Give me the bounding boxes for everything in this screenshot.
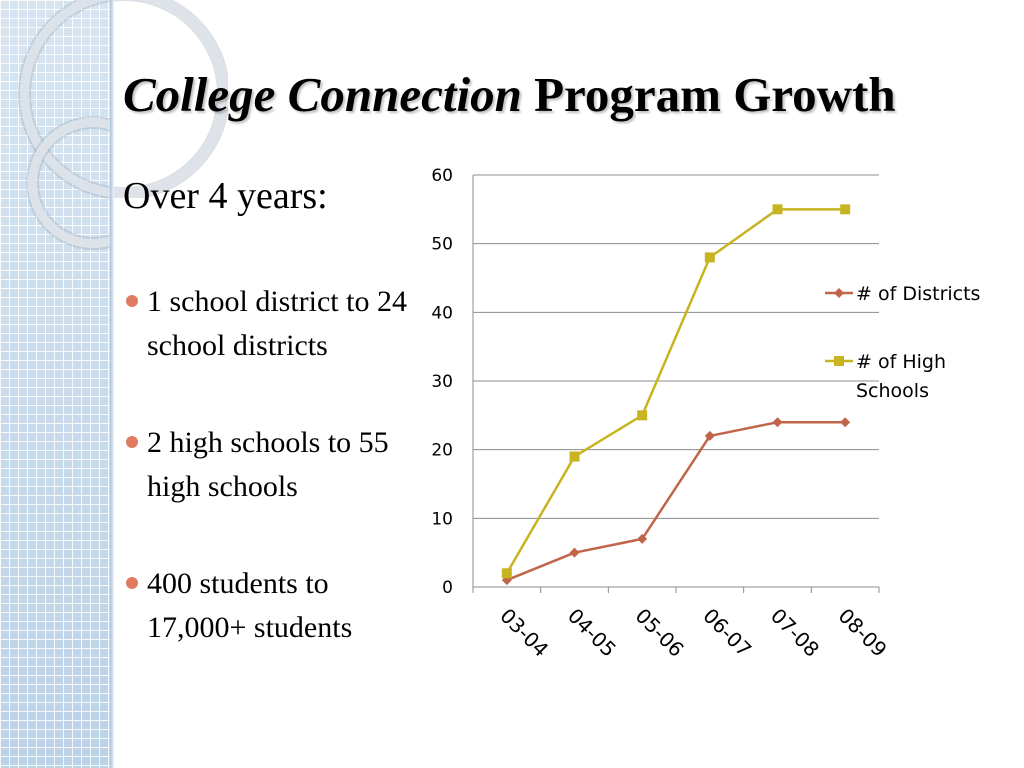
legend-label: # of Districts (856, 283, 980, 305)
bullet-text: 1 school district to 24 school districts (147, 285, 407, 362)
data-point-diamond (840, 417, 851, 428)
bullet-dot-icon (126, 577, 138, 589)
x-tick-label: 07-08 (766, 604, 824, 662)
series-line-0 (506, 420, 846, 582)
y-tick-label: 50 (431, 235, 453, 255)
legend-marker-square (834, 356, 844, 366)
x-tick-label: 03-04 (495, 604, 553, 662)
x-tick-label: 04-05 (563, 604, 621, 662)
decorative-side-panel (0, 0, 114, 768)
series-line-1 (505, 208, 846, 574)
data-point-square (637, 410, 648, 421)
x-tick-label: 05-06 (631, 604, 689, 662)
y-tick-label: 20 (431, 441, 453, 461)
bullet-text: 400 students to 17,000+ students (147, 567, 353, 644)
data-point-square (772, 204, 783, 215)
data-point-diamond (704, 430, 715, 441)
x-tick-label: 08-09 (834, 604, 892, 662)
y-tick-label: 0 (442, 578, 453, 598)
data-point-square (704, 252, 715, 263)
legend-marker-diamond (834, 288, 844, 298)
title-rest-part: Program Growth (521, 67, 896, 122)
data-point-square (840, 204, 851, 215)
y-tick-label: 30 (431, 372, 453, 392)
data-point-diamond (772, 417, 783, 428)
data-point-square (569, 451, 580, 462)
bullet-item-districts: 1 school district to 24 school districts (123, 280, 423, 368)
bullet-text: 2 high schools to 55 high schools (147, 426, 389, 503)
side-panel-edge (110, 0, 114, 768)
bullet-dot-icon (126, 295, 138, 307)
legend-label: # of High Schools (856, 351, 946, 402)
bullet-item-students: 400 students to 17,000+ students (123, 562, 423, 650)
y-tick-label: 10 (431, 509, 453, 529)
bullet-item-high-schools: 2 high schools to 55 high schools (123, 421, 423, 509)
decorative-ring-small (28, 118, 114, 248)
x-tick-label: 06-07 (698, 604, 756, 662)
data-point-square (501, 568, 512, 579)
y-tick-label: 60 (431, 166, 453, 186)
bullet-dot-icon (126, 436, 138, 448)
data-point-diamond (569, 547, 580, 558)
data-point-diamond (637, 533, 648, 544)
y-tick-label: 40 (431, 303, 453, 323)
slide-title: College Connection Program Growth (123, 66, 896, 123)
intro-text: Over 4 years: (123, 175, 328, 217)
title-italic-part: College Connection (123, 67, 522, 122)
bullet-list: 1 school district to 24 school districts… (123, 280, 423, 703)
